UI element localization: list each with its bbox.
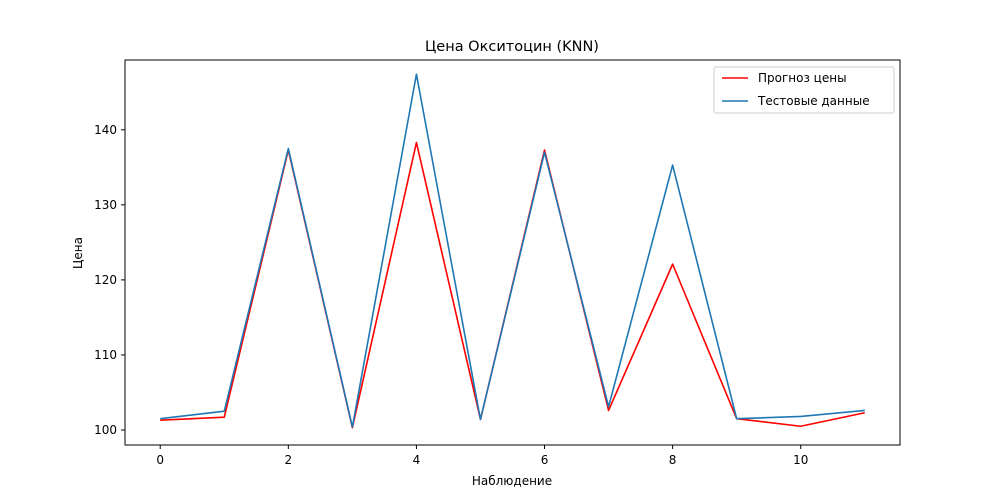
series-line-test	[160, 73, 865, 428]
legend-box	[713, 66, 895, 114]
x-tick-label: 2	[285, 453, 293, 467]
y-tick-label: 130	[94, 198, 117, 212]
x-tick-label: 0	[156, 453, 164, 467]
y-tick-label: 140	[94, 123, 117, 137]
y-tick-label: 110	[94, 348, 117, 362]
y-tick-label: 120	[94, 273, 117, 287]
x-tick-label: 6	[541, 453, 549, 467]
plot-frame	[124, 59, 901, 446]
x-tick-label: 4	[413, 453, 421, 467]
legend: Прогноз цены Тестовые данные	[713, 66, 895, 114]
legend-label-test: Тестовые данные	[757, 94, 870, 108]
x-axis-title: Наблюдение	[472, 474, 552, 488]
x-tick-label: 8	[669, 453, 677, 467]
plot-area: 0 2 4 6 8 10 100 110 120 130 140	[94, 59, 901, 467]
y-axis-title: Цена	[71, 237, 85, 269]
x-tick-label: 10	[793, 453, 808, 467]
legend-label-forecast: Прогноз цены	[758, 71, 847, 85]
chart-title: Цена Окситоцин (KNN)	[425, 39, 599, 55]
y-tick-label: 100	[94, 423, 117, 437]
